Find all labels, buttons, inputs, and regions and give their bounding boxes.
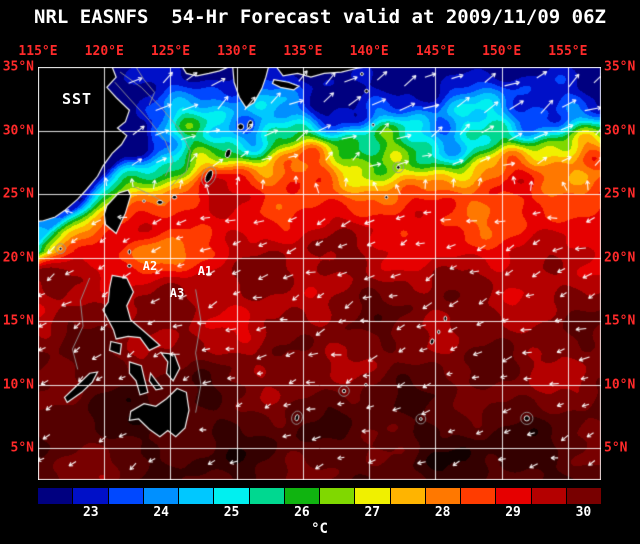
colorbar-segment — [566, 488, 601, 504]
lon-tick-label: 115°E — [18, 44, 58, 59]
lat-tick-label: 5°N — [10, 440, 34, 456]
lon-tick-label: 120°E — [84, 44, 124, 59]
lat-tick-label: 30°N — [604, 123, 636, 139]
colorbar-segment — [531, 488, 567, 504]
lat-tick-label: 25°N — [2, 186, 34, 202]
colorbar-tick-label: 23 — [82, 505, 99, 520]
colorbar-segment — [143, 488, 179, 504]
field-label: SST — [62, 90, 93, 108]
lon-tick-label: 125°E — [150, 44, 191, 59]
colorbar-tick-label: 29 — [505, 505, 521, 520]
colorbar-segment — [320, 488, 356, 504]
colorbar-segment — [390, 488, 426, 504]
lat-tick-label: 20°N — [604, 250, 636, 266]
colorbar-segment — [38, 488, 74, 504]
colorbar-segment — [214, 488, 250, 504]
colorbar-segment — [461, 488, 497, 504]
lat-tick-label: 20°N — [2, 250, 34, 266]
lat-tick-label: 35°N — [2, 59, 34, 75]
colorbar-segment — [108, 488, 144, 504]
colorbar-segment — [179, 488, 215, 504]
colorbar-unit: °C — [311, 521, 328, 537]
lat-tick-label: 35°N — [604, 59, 636, 75]
lat-tick-label: 5°N — [604, 440, 628, 456]
colorbar-segment — [249, 488, 285, 504]
colorbar-tick-label: 27 — [364, 505, 381, 520]
colorbar-tick-label: 25 — [223, 505, 240, 520]
lat-tick-label: 15°N — [604, 313, 636, 329]
lon-tick-label: 150°E — [482, 44, 522, 59]
lon-tick-label: 135°E — [283, 44, 323, 59]
lat-tick-label: 10°N — [604, 377, 636, 393]
colorbar — [38, 488, 601, 504]
colorbar-segment — [73, 488, 109, 504]
lat-tick-label: 10°N — [2, 377, 34, 393]
sst-map-canvas — [38, 67, 601, 480]
lon-tick-label: 155°E — [548, 44, 588, 59]
lon-tick-label: 145°E — [415, 44, 455, 59]
lon-tick-label: 130°E — [217, 44, 257, 59]
lat-tick-label: 25°N — [604, 186, 636, 202]
lat-tick-label: 15°N — [2, 313, 34, 329]
lat-tick-label: 30°N — [2, 123, 34, 139]
lon-tick-label: 140°E — [349, 44, 389, 59]
colorbar-segment — [425, 488, 461, 504]
colorbar-tick-label: 26 — [294, 505, 310, 520]
colorbar-tick-label: 24 — [153, 505, 169, 520]
colorbar-tick-label: 30 — [575, 505, 592, 520]
colorbar-ticks: 23 24 25 26 27 28 29 30 — [38, 505, 601, 521]
page-title: NRL EASNFS 54-Hr Forecast valid at 2009/… — [34, 6, 606, 28]
colorbar-segment — [355, 488, 391, 504]
colorbar-segment — [284, 488, 320, 504]
colorbar-tick-label: 28 — [434, 505, 451, 520]
colorbar-segment — [496, 488, 532, 504]
